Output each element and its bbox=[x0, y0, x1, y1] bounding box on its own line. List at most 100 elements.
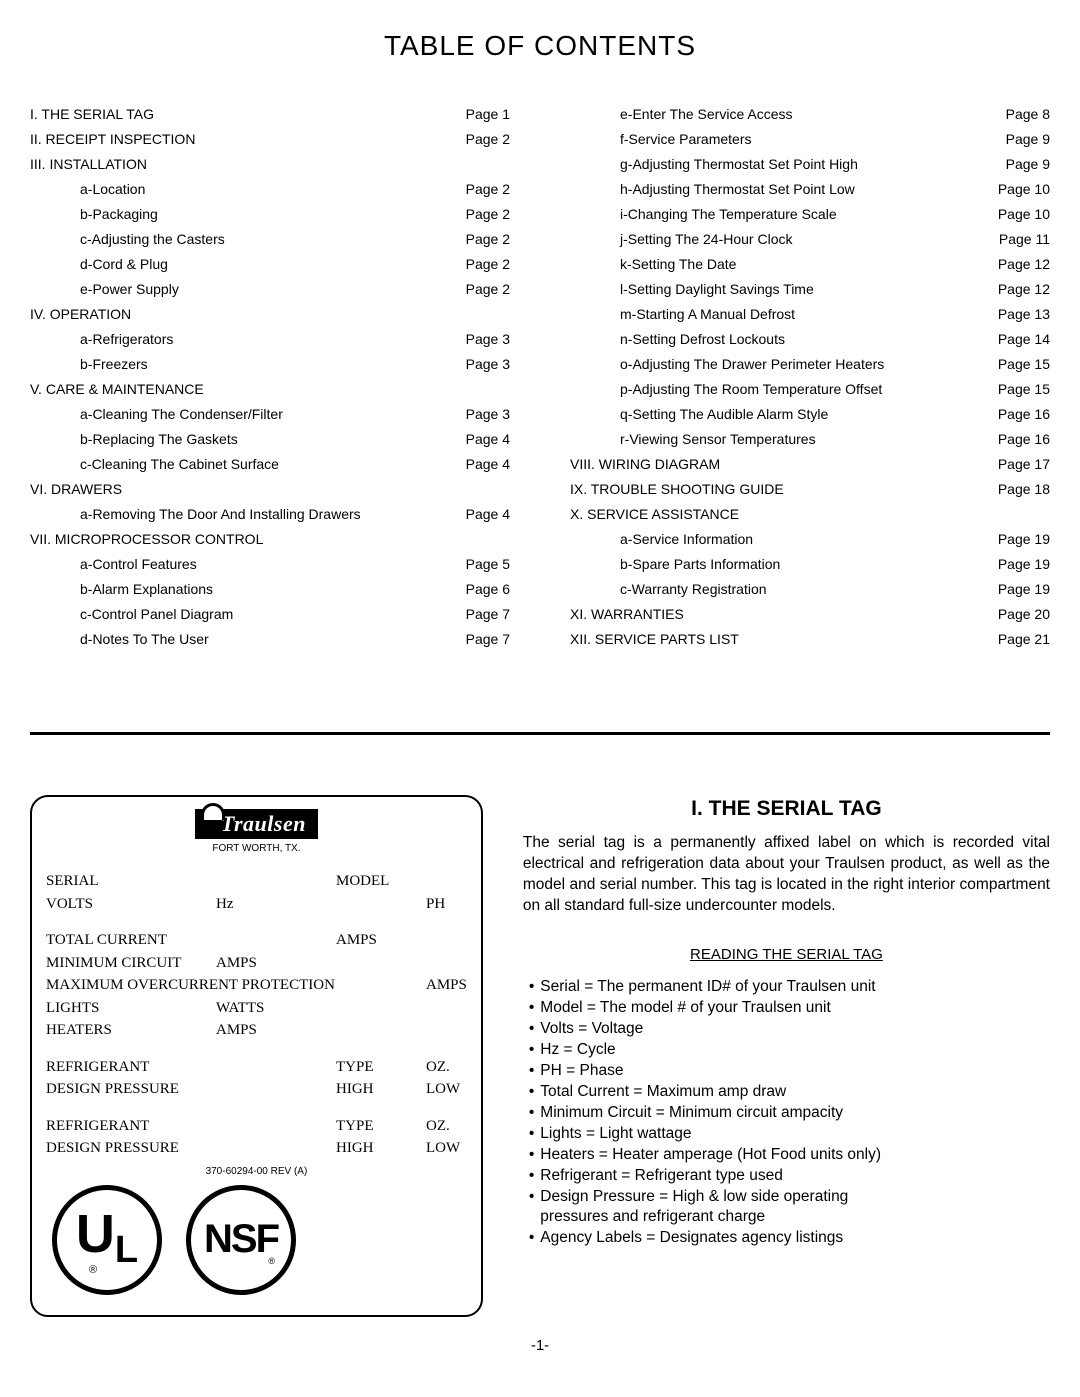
section-heading: I. THE SERIAL TAG bbox=[523, 795, 1050, 823]
toc-row: c-Adjusting the CastersPage 2 bbox=[30, 227, 510, 252]
toc-label: V. CARE & MAINTENANCE bbox=[30, 379, 204, 400]
bullet-item: •pressures and refrigerant charge bbox=[523, 1207, 1050, 1228]
toc-label: j-Setting The 24-Hour Clock bbox=[570, 229, 792, 250]
tag-cell: OZ. bbox=[426, 1115, 467, 1138]
toc-label: a-Removing The Door And Installing Drawe… bbox=[30, 504, 361, 525]
toc-page: Page 17 bbox=[990, 454, 1050, 475]
tag-cell: WATTS bbox=[216, 997, 336, 1020]
toc-row: b-Replacing The GasketsPage 4 bbox=[30, 427, 510, 452]
tag-cell: Hz bbox=[216, 893, 336, 916]
tag-cell bbox=[336, 893, 426, 916]
bullet-list: •Serial = The permanent ID# of your Trau… bbox=[523, 977, 1050, 1249]
toc-label: VIII. WIRING DIAGRAM bbox=[570, 454, 720, 475]
table-of-contents: I. THE SERIAL TAGPage 1II. RECEIPT INSPE… bbox=[30, 102, 1050, 652]
tag-cell: REFRIGERANT bbox=[46, 1056, 216, 1079]
toc-row: a-Control FeaturesPage 5 bbox=[30, 552, 510, 577]
toc-page: Page 18 bbox=[990, 479, 1050, 500]
toc-page: Page 7 bbox=[458, 629, 510, 650]
revision-number: 370-60294-00 REV (A) bbox=[46, 1166, 467, 1177]
toc-label: c-Cleaning The Cabinet Surface bbox=[30, 454, 279, 475]
tag-cell: HIGH bbox=[336, 1137, 426, 1160]
toc-label: m-Starting A Manual Defrost bbox=[570, 304, 795, 325]
bullet-item: •Agency Labels = Designates agency listi… bbox=[523, 1228, 1050, 1249]
toc-label: XII. SERVICE PARTS LIST bbox=[570, 629, 739, 650]
toc-label: d-Cord & Plug bbox=[30, 254, 168, 275]
toc-label: b-Packaging bbox=[30, 204, 158, 225]
toc-label: d-Notes To The User bbox=[30, 629, 209, 650]
toc-label: a-Location bbox=[30, 179, 145, 200]
toc-row: XI. WARRANTIESPage 20 bbox=[570, 602, 1050, 627]
toc-row: II. RECEIPT INSPECTIONPage 2 bbox=[30, 127, 510, 152]
toc-page: Page 10 bbox=[990, 179, 1050, 200]
toc-column-right: e-Enter The Service AccessPage 8f-Servic… bbox=[570, 102, 1050, 652]
toc-page: Page 2 bbox=[458, 279, 510, 300]
toc-row: k-Setting The Date Page 12 bbox=[570, 252, 1050, 277]
toc-label: k-Setting The Date bbox=[570, 254, 736, 275]
tag-row: MAXIMUM OVERCURRENT PROTECTIONAMPS bbox=[46, 974, 467, 997]
toc-row: VIII. WIRING DIAGRAM Page 17 bbox=[570, 452, 1050, 477]
toc-label: c-Control Panel Diagram bbox=[30, 604, 233, 625]
toc-row: a-Service InformationPage 19 bbox=[570, 527, 1050, 552]
toc-row: r-Viewing Sensor TemperaturesPage 16 bbox=[570, 427, 1050, 452]
toc-label: b-Alarm Explanations bbox=[30, 579, 213, 600]
toc-page: Page 12 bbox=[990, 254, 1050, 275]
toc-page: Page 13 bbox=[990, 304, 1050, 325]
toc-label: b-Spare Parts Information bbox=[570, 554, 780, 575]
toc-row: j-Setting The 24-Hour ClockPage 11 bbox=[570, 227, 1050, 252]
bullet-item: •Refrigerant = Refrigerant type used bbox=[523, 1166, 1050, 1187]
toc-row: XII. SERVICE PARTS LIST Page 21 bbox=[570, 627, 1050, 652]
toc-label: III. INSTALLATION bbox=[30, 154, 147, 175]
toc-row: b-FreezersPage 3 bbox=[30, 352, 510, 377]
bullet-item: •PH = Phase bbox=[523, 1061, 1050, 1082]
toc-label: e-Power Supply bbox=[30, 279, 179, 300]
toc-page: Page 9 bbox=[998, 129, 1050, 150]
toc-label: b-Replacing The Gaskets bbox=[30, 429, 238, 450]
toc-row: d-Cord & Plug Page 2 bbox=[30, 252, 510, 277]
bullet-item: •Heaters = Heater amperage (Hot Food uni… bbox=[523, 1145, 1050, 1166]
tag-cell: TYPE bbox=[336, 1056, 426, 1079]
toc-page: Page 21 bbox=[990, 629, 1050, 650]
toc-label: VI. DRAWERS bbox=[30, 479, 122, 500]
toc-page: Page 5 bbox=[458, 554, 510, 575]
toc-row: b-Packaging Page 2 bbox=[30, 202, 510, 227]
toc-row: b-Spare Parts InformationPage 19 bbox=[570, 552, 1050, 577]
toc-label: f-Service Parameters bbox=[570, 129, 751, 150]
toc-row: n-Setting Defrost LockoutsPage 14 bbox=[570, 327, 1050, 352]
toc-page: Page 16 bbox=[990, 404, 1050, 425]
tag-cell: LOW bbox=[426, 1137, 467, 1160]
toc-label: n-Setting Defrost Lockouts bbox=[570, 329, 785, 350]
toc-row: e-Power Supply Page 2 bbox=[30, 277, 510, 302]
tag-cell bbox=[216, 1078, 336, 1101]
toc-page: Page 9 bbox=[998, 154, 1050, 175]
tag-row: DESIGN PRESSUREHIGHLOW bbox=[46, 1078, 467, 1101]
toc-row: IX. TROUBLE SHOOTING GUIDEPage 18 bbox=[570, 477, 1050, 502]
tag-cell: AMPS bbox=[216, 1019, 336, 1042]
toc-page: Page 3 bbox=[458, 354, 510, 375]
toc-row: d-Notes To The User Page 7 bbox=[30, 627, 510, 652]
toc-page: Page 15 bbox=[990, 379, 1050, 400]
tag-cell: AMPS bbox=[216, 952, 336, 975]
toc-row: V. CARE & MAINTENANCE bbox=[30, 377, 510, 402]
toc-page: Page 7 bbox=[458, 604, 510, 625]
toc-label: I. THE SERIAL TAG bbox=[30, 104, 154, 125]
toc-page: Page 4 bbox=[458, 504, 510, 525]
toc-row: c-Warranty RegistrationPage 19 bbox=[570, 577, 1050, 602]
tag-cell: REFRIGERANT bbox=[46, 1115, 216, 1138]
toc-page: Page 2 bbox=[458, 254, 510, 275]
toc-page: Page 2 bbox=[458, 204, 510, 225]
toc-page: Page 2 bbox=[458, 229, 510, 250]
tag-cell: TYPE bbox=[336, 1115, 426, 1138]
toc-row: c-Control Panel Diagram Page 7 bbox=[30, 602, 510, 627]
toc-label: q-Setting The Audible Alarm Style bbox=[570, 404, 828, 425]
tag-row: TOTAL CURRENTAMPS bbox=[46, 929, 467, 952]
bullet-item: •Hz = Cycle bbox=[523, 1040, 1050, 1061]
tag-cell: TOTAL CURRENT bbox=[46, 929, 216, 952]
toc-page: Page 16 bbox=[990, 429, 1050, 450]
serial-tag-fields: SERIALMODELVOLTSHzPHTOTAL CURRENTAMPSMIN… bbox=[46, 870, 467, 1160]
bullet-item: •Volts = Voltage bbox=[523, 1019, 1050, 1040]
toc-row: f-Service Parameters Page 9 bbox=[570, 127, 1050, 152]
toc-row: IV. OPERATION bbox=[30, 302, 510, 327]
toc-row: o-Adjusting The Drawer Perimeter Heaters… bbox=[570, 352, 1050, 377]
toc-label: l-Setting Daylight Savings Time bbox=[570, 279, 814, 300]
tag-row: DESIGN PRESSUREHIGHLOW bbox=[46, 1137, 467, 1160]
